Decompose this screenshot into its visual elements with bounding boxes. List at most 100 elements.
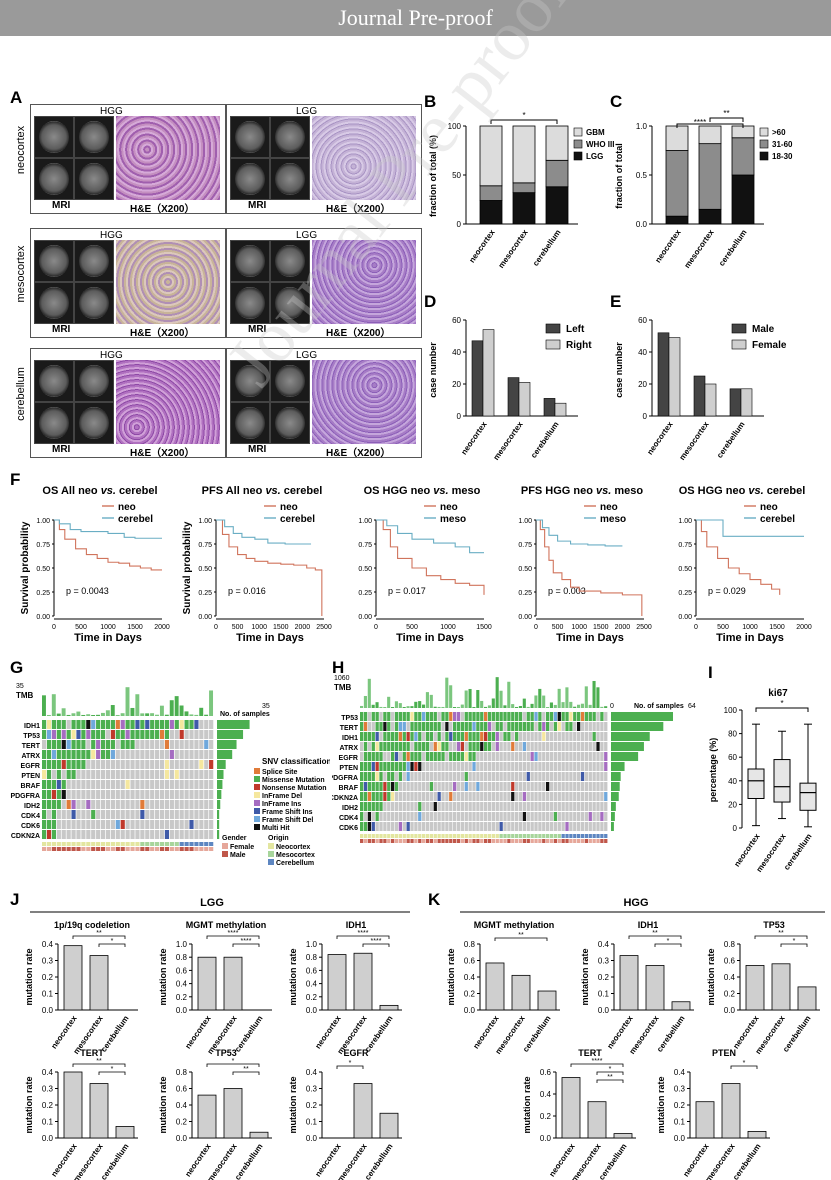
panel-h-cell [491, 822, 496, 831]
panel-g-tmb-bar [51, 694, 56, 716]
panel-j-y-tick-label: 0.4 [176, 1101, 188, 1110]
panel-g-tmb-bar [125, 687, 130, 716]
panel-j-sig-label: **** [228, 930, 239, 937]
panel-h-cell [387, 762, 391, 771]
panel-g-origin-cell [145, 842, 150, 846]
panel-h-cell [394, 742, 399, 751]
panel-g-cell [86, 720, 91, 729]
panel-h-origin-cell [491, 834, 496, 838]
panel-h-gender-cell [363, 839, 368, 843]
panel-h-cell [604, 762, 608, 771]
panel-h-cell [383, 772, 387, 781]
panel-h-cell [464, 772, 468, 781]
panel-h-cell [530, 712, 534, 721]
panel-i-box [747, 768, 765, 799]
panel-b-sig-label: * [522, 111, 525, 120]
km-y-tick-label: 1.00 [358, 518, 372, 525]
panel-h-gender-cell [464, 839, 468, 843]
panel-h-gender-cell [422, 839, 426, 843]
panel-c-legend-label: >60 [772, 128, 786, 137]
panel-g-cell [194, 730, 199, 739]
panel-h-tmb-bar [445, 677, 449, 708]
panel-k-y-tick-label: 0.0 [598, 1006, 610, 1015]
panel-d-y-tick-label: 20 [452, 380, 461, 389]
panel-h-cell [379, 732, 383, 741]
panel-c-bar-segment [731, 174, 755, 225]
panel-g-cell [86, 770, 91, 779]
panel-g-cell [125, 730, 130, 739]
he-stain-image [312, 116, 416, 200]
panel-h-cell [414, 752, 418, 761]
panel-h-gender-cell [484, 839, 488, 843]
panel-h-cell [445, 782, 449, 791]
panel-g-cell [169, 830, 174, 839]
km-x-tick-label: 2000 [615, 624, 631, 631]
panel-j-y-tick-label: 0.0 [306, 1006, 318, 1015]
panel-h-cell [414, 722, 418, 731]
panel-h-cell [406, 732, 410, 741]
panel-j-bar [249, 1131, 269, 1139]
panel-h-origin-cell [530, 834, 534, 838]
panel-g-sample-bar [217, 760, 226, 769]
panel-g-cell [155, 770, 160, 779]
panel-h-tmb-bar [379, 706, 383, 708]
panel-j-y-tick-label: 0.0 [42, 1134, 54, 1143]
panel-g-cell [115, 720, 120, 729]
panel-h-cell [484, 792, 488, 801]
panel-g-gender-cell [135, 847, 140, 851]
mri-slice [230, 360, 270, 402]
panel-h-cell [456, 822, 461, 831]
panel-h-gene-label: IDH1 [342, 735, 358, 742]
panel-g-cell [194, 720, 199, 729]
panel-d-letter: D [424, 292, 437, 311]
panel-k-y-tick-label: 0.1 [674, 1118, 686, 1127]
panel-h-origin-cell [526, 834, 530, 838]
panel-h-cell [449, 722, 453, 731]
panel-h-cell [449, 792, 453, 801]
panel-h-cell [367, 812, 372, 821]
panel-h-gender-cell [549, 839, 554, 843]
panel-h-cell [499, 792, 503, 801]
panel-g-cell [46, 790, 52, 799]
panel-h-gender-cell [480, 839, 484, 843]
panel-g-cell [76, 820, 81, 829]
panel-h-cell [456, 792, 461, 801]
panel-j-bar [353, 1083, 373, 1139]
panel-h-cell [406, 772, 410, 781]
panel-g-origin-cell [81, 842, 86, 846]
panel-h-cell [449, 732, 453, 741]
panel-h-cell [553, 722, 558, 731]
panel-h-cell [437, 812, 441, 821]
panel-g-cell [150, 760, 155, 769]
panel-h-cell [391, 752, 395, 761]
panel-h-cell [522, 732, 527, 741]
panel-h-cell [526, 712, 530, 721]
panel-h-cell [433, 712, 437, 721]
panel-h-cell [503, 762, 507, 771]
panel-h-cell [480, 792, 484, 801]
panel-b-y-tick-label: 0 [457, 220, 462, 229]
panel-h-cell [398, 792, 403, 801]
panel-g-cell [76, 800, 81, 809]
panel-g-cell [199, 820, 204, 829]
panel-h-cell [449, 822, 453, 831]
panel-j-y-tick-label: 0.0 [176, 1006, 188, 1015]
panel-h-cell [375, 722, 379, 731]
km-y-tick-label: 0.75 [198, 542, 212, 549]
panel-j-y-tick-label: 0.1 [42, 990, 54, 999]
panel-h-tmb-bar [375, 702, 379, 708]
panel-g-cell [204, 790, 209, 799]
panel-h-samples-max: 64 [688, 703, 696, 710]
panel-h-cell [573, 722, 577, 731]
panel-h-tmb-bar [530, 703, 534, 708]
panel-h-cell [495, 732, 499, 741]
panel-h-cell [557, 732, 561, 741]
panel-d-y-tick-label: 0 [457, 412, 462, 421]
panel-g-cell [125, 780, 130, 789]
panel-g-cell [204, 780, 209, 789]
panel-g-origin-cell [159, 842, 165, 846]
panel-h-cell [371, 812, 375, 821]
panel-h-origin-cell [542, 834, 546, 838]
panel-h-tmb-bar [394, 701, 398, 708]
panel-h-cell [472, 812, 476, 821]
